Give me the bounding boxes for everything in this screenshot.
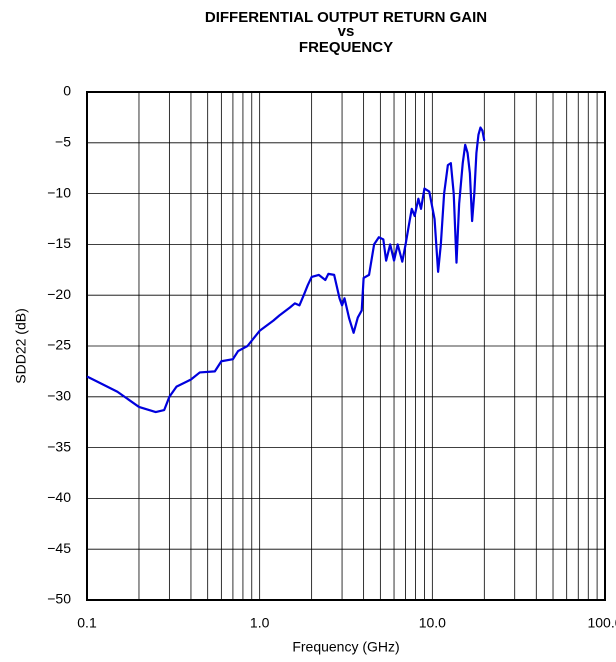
y-tick-label: −25 bbox=[47, 337, 71, 353]
y-tick-label: −30 bbox=[47, 388, 71, 404]
chart-title: FREQUENCY bbox=[299, 39, 393, 56]
x-axis-label: Frequency (GHz) bbox=[292, 639, 399, 655]
chart-title: DIFFERENTIAL OUTPUT RETURN GAIN bbox=[205, 9, 487, 26]
x-tick-label: 1.0 bbox=[250, 615, 270, 631]
x-tick-label: 0.1 bbox=[77, 615, 97, 631]
x-tick-label: 10.0 bbox=[419, 615, 446, 631]
y-tick-label: −40 bbox=[47, 489, 71, 505]
chart-title: vs bbox=[338, 23, 355, 40]
y-tick-label: −50 bbox=[47, 591, 71, 607]
y-tick-label: −35 bbox=[47, 438, 71, 454]
y-tick-label: 0 bbox=[63, 83, 71, 99]
y-tick-label: −10 bbox=[47, 184, 71, 200]
y-axis-label: SDD22 (dB) bbox=[13, 308, 29, 383]
y-tick-label: −15 bbox=[47, 235, 71, 251]
x-tick-label: 100.0 bbox=[587, 615, 616, 631]
y-tick-label: −45 bbox=[47, 540, 71, 556]
y-tick-label: −5 bbox=[55, 134, 71, 150]
plot-frame bbox=[86, 91, 606, 601]
y-tick-label: −20 bbox=[47, 286, 71, 302]
data-line bbox=[86, 126, 486, 414]
